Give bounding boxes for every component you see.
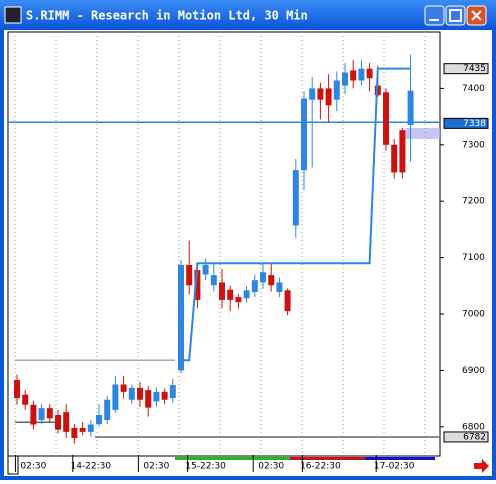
candle-body (350, 70, 357, 81)
candle-body (366, 68, 373, 79)
candle-body (169, 385, 176, 399)
maximize-button[interactable] (445, 5, 466, 26)
candle-body (112, 384, 119, 410)
y-tick-label: 7300 (462, 140, 485, 150)
candle-body (383, 92, 389, 145)
candle-body (104, 399, 111, 421)
candle-body (342, 72, 348, 86)
price-label: 7435 (463, 64, 486, 74)
candle-body (260, 272, 266, 283)
candle-body (46, 408, 53, 419)
candle-body (71, 427, 78, 439)
y-tick-label: 7400 (462, 84, 485, 94)
y-tick-label: 6900 (462, 366, 485, 376)
price-box (443, 431, 489, 443)
candle-body (325, 88, 332, 106)
price-label: 6782 (463, 432, 486, 442)
app-icon (4, 6, 22, 24)
candle-body (268, 275, 275, 286)
candle-body (153, 391, 160, 402)
title-bar (0, 0, 496, 30)
candle-body (161, 391, 168, 400)
window-title: S.RIMM - Research in Motion Ltd, 30 Min (26, 9, 308, 23)
candle-body (120, 384, 127, 392)
minimize-button[interactable] (424, 5, 445, 26)
x-tick-label: 02:30 (20, 462, 46, 472)
y-tick-label: 7100 (462, 253, 485, 263)
candle-body (87, 424, 94, 432)
candle-body (227, 289, 234, 300)
candle-body (301, 98, 307, 171)
candle-body (276, 282, 283, 293)
candle-body (79, 427, 86, 432)
candle-body (194, 270, 201, 300)
x-tick-label: 15-22:30 (185, 462, 226, 472)
candle-body (55, 414, 61, 430)
candle-body (30, 404, 37, 425)
price-label: 7338 (463, 119, 486, 129)
candle-body (309, 88, 316, 100)
indicator-line (181, 67, 411, 362)
y-tick-label: 6800 (462, 422, 485, 432)
candle-body (202, 264, 209, 275)
plot-frame (7, 31, 441, 457)
price-box (443, 117, 489, 129)
scroll-arrow[interactable] (474, 459, 489, 473)
candle-body (317, 88, 324, 100)
candle-body (243, 290, 250, 299)
candle-body (399, 130, 406, 173)
candle-body (251, 280, 258, 293)
y-tick-label: 7200 (462, 197, 485, 207)
x-tick-label: 02:30 (143, 462, 169, 472)
x-tick-label: 16-22:30 (300, 462, 341, 472)
candle-body (14, 379, 20, 399)
candle-body (63, 412, 70, 432)
candle-body (22, 394, 29, 405)
session-bar (365, 457, 435, 460)
x-tick-label: 14-22:30 (70, 462, 111, 472)
session-bar (175, 457, 290, 460)
candle-body (407, 90, 414, 126)
candle-body (38, 408, 45, 421)
candle-body (358, 68, 365, 81)
candle-body (186, 264, 193, 286)
candle-body (137, 387, 143, 400)
candle-body (219, 282, 225, 300)
x-tick-label: 17-02:30 (374, 462, 415, 472)
candle-body (284, 290, 291, 312)
x-tick-label: 02:30 (258, 462, 284, 472)
candle-body (210, 275, 217, 286)
candle-body (235, 297, 242, 303)
session-bar (290, 457, 365, 460)
y-tick-label: 7000 (462, 310, 485, 320)
button-glyphs (429, 9, 482, 22)
candle-body (145, 390, 152, 408)
price-box (443, 63, 489, 75)
candle-body (333, 80, 340, 100)
highlight (405, 128, 440, 139)
candle-body (178, 264, 184, 371)
candle-body (391, 144, 398, 173)
candle-body (128, 387, 135, 400)
candle-body (292, 170, 299, 226)
scroll-box[interactable] (7, 455, 19, 475)
candle-body (96, 414, 102, 424)
